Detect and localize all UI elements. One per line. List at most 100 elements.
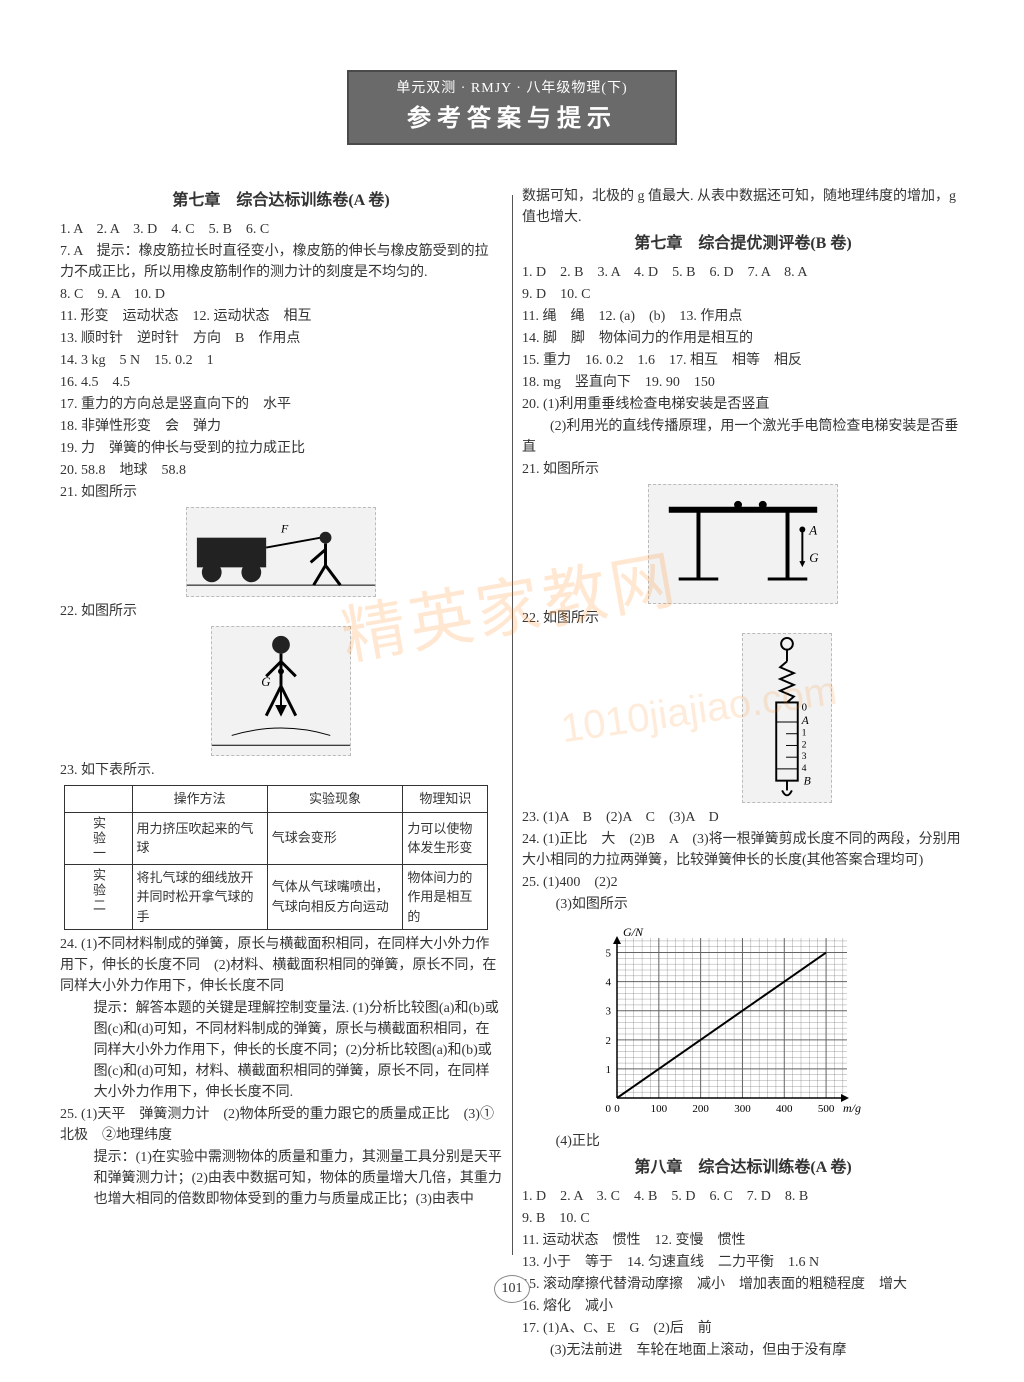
column-divider [512,195,513,1255]
banner-line1: 单元双测 · RMJY · 八年级物理(下) [349,78,675,99]
svg-text:200: 200 [692,1103,709,1115]
r25a4: (4)正比 [522,1131,964,1152]
row1-method: 用力挤压吹起来的气球 [132,812,267,864]
figure-spring-scale: 0 A 1 2 3 4 B [742,633,832,803]
row2-know: 物体间力的作用是相互的 [403,864,488,930]
svg-text:1: 1 [606,1064,612,1076]
row1-label: 实验一 [65,812,133,864]
gn-chart-svg: 0 100 200 300 400 500 1 2 3 4 5 0 G/N m/g [582,923,862,1123]
mark-A: A [801,714,810,727]
th-phenomenon: 实验现象 [267,786,403,813]
r25h: 25. (1)400 (2)2 [522,872,964,893]
s8: (3)无法前进 车轮在地面上滚动，但由于没有摩 [522,1340,964,1361]
cart-svg: F [187,508,375,597]
s6: 16. 熔化 减小 [522,1296,964,1317]
r5: 15. 重力 16. 0.2 1.6 17. 相互 相等 相反 [522,350,964,371]
svg-text:G: G [809,551,819,565]
r23: 23. (1)A B (2)A C (3)A D [522,807,964,828]
s4: 13. 小于 等于 14. 匀速直线 二力平衡 1.6 N [522,1252,964,1273]
r1: 1. D 2. B 3. A 4. D 5. B 6. D 7. A 8. A [522,262,964,283]
r4: 14. 脚 脚 物体间力的作用是相互的 [522,328,964,349]
svg-text:4: 4 [606,977,612,989]
left-column: 第七章 综合达标训练卷(A 卷) 1. A 2. A 3. D 4. C 5. … [60,185,502,1362]
r-cont: 数据可知，北极的 g 值最大. 从表中数据还可知，随地理纬度的增加，g 值也增大… [522,186,964,228]
svg-text:500: 500 [818,1103,835,1115]
title-banner: 单元双测 · RMJY · 八年级物理(下) 参考答案与提示 [347,70,677,145]
spring-svg: 0 A 1 2 3 4 B [743,634,831,800]
l5: 13. 顺时针 逆时针 方向 B 作用点 [60,328,502,349]
r22: 22. 如图所示 [522,608,964,629]
svg-text:m/g: m/g [843,1101,861,1115]
l25: 25. (1)天平 弹簧测力计 (2)物体所受的重力跟它的质量成正比 (3)①北… [60,1104,502,1146]
row2-phen: 气体从气球嘴喷出，气球向相反方向运动 [267,864,403,930]
right-column: 数据可知，北极的 g 值最大. 从表中数据还可知，随地理纬度的增加，g 值也增大… [522,185,964,1362]
l1: 1. A 2. A 3. D 4. C 5. B 6. C [60,219,502,240]
s7: 17. (1)A、C、E G (2)后 前 [522,1318,964,1339]
l24h: 提示：解答本题的关键是理解控制变量法. (1)分析比较图(a)和(b)或图(c)… [60,998,502,1103]
mark-2: 2 [802,739,807,750]
svg-text:0: 0 [614,1103,620,1115]
l12: 21. 如图所示 [60,482,502,503]
section-title-ch7a: 第七章 综合达标训练卷(A 卷) [60,189,502,213]
r2: 9. D 10. C [522,284,964,305]
th-blank [65,786,133,813]
svg-text:3: 3 [606,1006,612,1018]
row1-know: 力可以使物体发生形变 [403,812,488,864]
l8: 17. 重力的方向总是竖直向下的 水平 [60,394,502,415]
l22: 22. 如图所示 [60,601,502,622]
mark-0: 0 [802,701,807,713]
s2: 9. B 10. C [522,1208,964,1229]
jump-svg: G [212,627,350,755]
r7: 20. (1)利用重垂线检查电梯安装是否竖直 [522,394,964,415]
l3: 8. C 9. A 10. D [60,284,502,305]
r8: (2)利用光的直线传播原理，用一个激光手电筒检查电梯安装是否垂直 [522,416,964,458]
l25h: 提示：(1)在实验中需测物体的质量和重力，其测量工具分别是天平和弹簧测力计；(2… [60,1147,502,1210]
r6: 18. mg 竖直向下 19. 90 150 [522,372,964,393]
s3: 11. 运动状态 惯性 12. 变慢 惯性 [522,1230,964,1251]
l11: 20. 58.8 地球 58.8 [60,460,502,481]
l10: 19. 力 弹簧的伸长与受到的拉力成正比 [60,438,502,459]
th-knowledge: 物理知识 [403,786,488,813]
r9: 21. 如图所示 [522,459,964,480]
th-method: 操作方法 [132,786,267,813]
svg-text:5: 5 [606,948,612,960]
r3: 11. 绳 绳 12. (a) (b) 13. 作用点 [522,306,964,327]
svg-text:2: 2 [606,1035,612,1047]
mark-1: 1 [802,728,807,739]
l9: 18. 非弹性形变 会 弹力 [60,416,502,437]
s1: 1. D 2. A 3. C 4. B 5. D 6. C 7. D 8. B [522,1186,964,1207]
section-title-ch8a: 第八章 综合达标训练卷(A 卷) [522,1156,964,1180]
figure-beam-forces: A G [648,484,838,604]
row2-method: 将扎气球的细线放开并同时松开拿气球的手 [132,864,267,930]
figure-cart-pull: F [186,507,376,597]
gn-mg-chart: 0 100 200 300 400 500 1 2 3 4 5 0 G/N m/g [582,923,862,1123]
l24: 24. (1)不同材料制成的弹簧，原长与横截面积相同，在同样大小外力作用下，伸长… [60,934,502,997]
l6: 14. 3 kg 5 N 15. 0.2 1 [60,350,502,371]
svg-text:300: 300 [734,1103,751,1115]
row2-label: 实验二 [65,864,133,930]
l2: 7. A 提示：橡皮筋拉长时直径变小，橡皮筋的伸长与橡皮筋受到的拉力不成正比，所… [60,241,502,283]
svg-text:F: F [280,522,289,536]
s5: 15. 滚动摩擦代替滑动摩擦 减小 增加表面的粗糙程度 增大 [522,1274,964,1295]
section-title-ch7b: 第七章 综合提优测评卷(B 卷) [522,232,964,256]
banner-line2: 参考答案与提示 [349,101,675,137]
r25s: (3)如图所示 [522,894,964,915]
page-number: 101 [494,1275,530,1303]
r24: 24. (1)正比 大 (2)B A (3)将一根弹簧剪成长度不同的两段，分别用… [522,829,964,871]
svg-text:A: A [808,523,817,537]
l7: 16. 4.5 4.5 [60,372,502,393]
svg-text:100: 100 [651,1103,668,1115]
l23: 23. 如下表所示. [60,760,502,781]
svg-text:G/N: G/N [623,925,644,939]
row1-phen: 气球会变形 [267,812,403,864]
svg-text:0: 0 [606,1103,612,1115]
l4: 11. 形变 运动状态 12. 运动状态 相互 [60,306,502,327]
figure-jump-gravity: G [211,626,351,756]
svg-text:400: 400 [776,1103,793,1115]
experiment-table: 操作方法 实验现象 物理知识 实验一 用力挤压吹起来的气球 气球会变形 力可以使… [64,785,488,930]
mark-B: B [804,775,811,788]
mark-4: 4 [802,763,807,774]
mark-3: 3 [802,751,807,762]
beam-svg: A G [649,485,837,604]
svg-text:G: G [261,675,270,689]
